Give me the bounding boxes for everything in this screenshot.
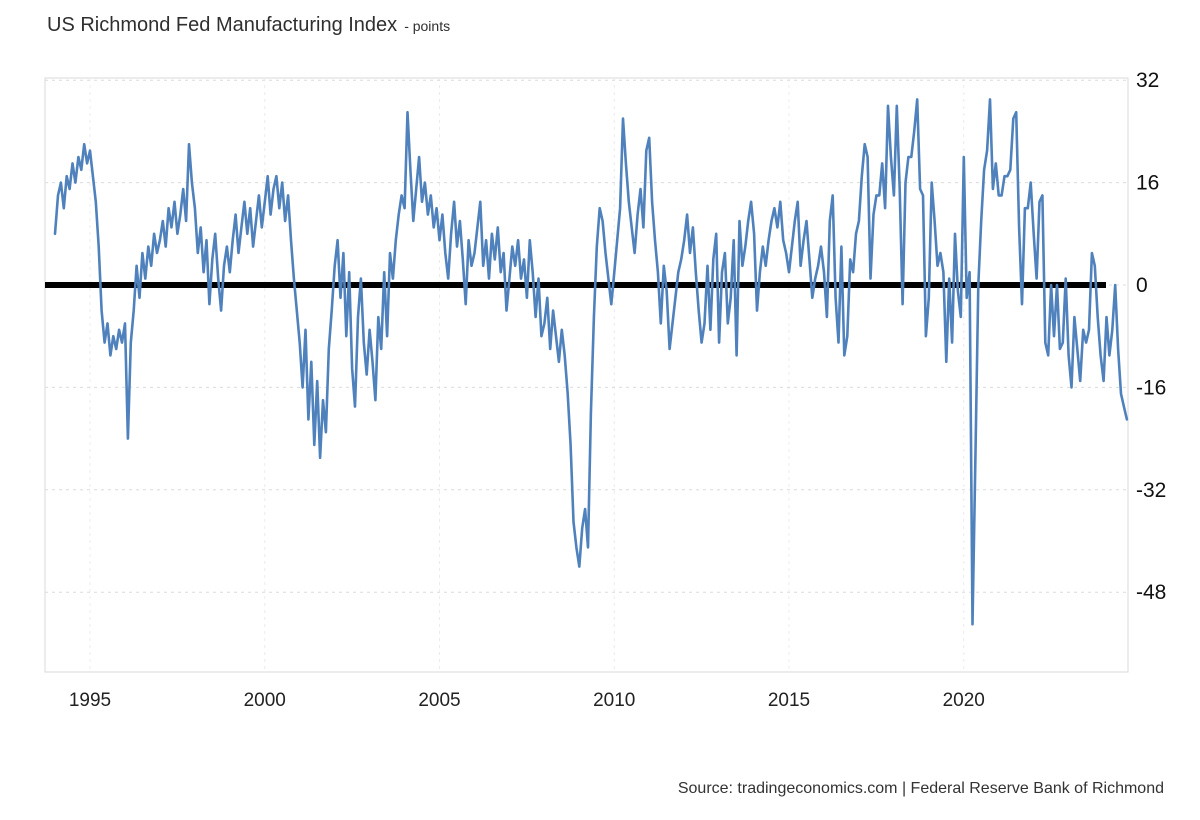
chart-title: US Richmond Fed Manufacturing Index	[47, 14, 398, 36]
y-tick-label: 32	[1136, 69, 1159, 92]
chart-subtitle: - points	[404, 18, 451, 34]
y-tick-label: 16	[1136, 172, 1159, 195]
chart-header: US Richmond Fed Manufacturing Index - poi…	[47, 14, 450, 37]
x-tick-label: 2010	[593, 690, 635, 711]
x-tick-label: 2020	[943, 690, 985, 711]
source-line: Source: tradingeconomics.com | Federal R…	[677, 780, 1164, 797]
x-tick-label: 2005	[418, 690, 460, 711]
x-tick-label: 2000	[244, 690, 286, 711]
series-line	[53, 98, 1129, 626]
plot-border	[44, 77, 1129, 673]
y-tick-label: 0	[1136, 274, 1148, 297]
y-tick-label: -48	[1136, 581, 1166, 604]
x-tick-label: 1995	[69, 690, 111, 711]
y-tick-label: -16	[1136, 376, 1166, 399]
x-tick-label: 2015	[768, 690, 810, 711]
y-tick-label: -32	[1136, 479, 1166, 502]
